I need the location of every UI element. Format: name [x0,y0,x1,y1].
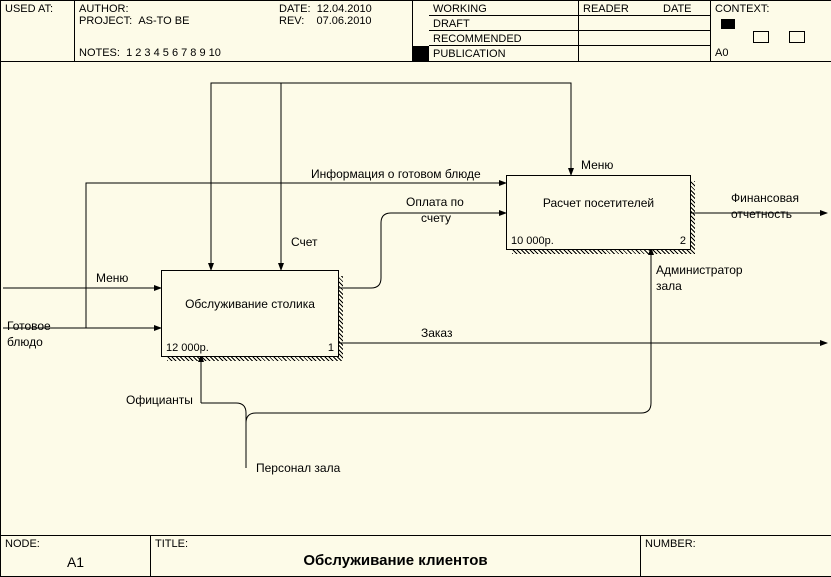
hdr-project-val: AS-TO BE [138,15,189,27]
ftr-title-cell: TITLE: Обслуживание клиентов [151,536,641,576]
hdr-rev-val: 07.06.2010 [317,15,372,27]
pub-marker [413,46,429,61]
hdr-date: DATE: [279,3,311,15]
lbl-gotovoe: Готовое [7,319,51,333]
diagram-area: Обслуживание столика 12 000р. 1 Расчет п… [1,63,831,534]
hdr-author: AUTHOR: [79,3,129,15]
ctx-box1 [753,31,769,43]
box1-title: Обслуживание столика [162,271,338,311]
lbl-menu1: Меню [96,271,128,285]
hdr-publication: PUBLICATION [429,46,579,61]
lbl-admin2: зала [656,279,682,293]
lbl-zakaz: Заказ [421,326,452,340]
ftr-title: TITLE: [155,538,188,550]
lbl-oplata2: счету [421,211,451,225]
arrows [1,63,831,536]
box2: Расчет посетителей 10 000р. 2 [506,175,691,250]
ftr-node-val: A1 [5,554,146,570]
hdr-context: CONTEXT: [715,3,769,15]
hdr-notes-val: 1 2 3 4 5 6 7 8 9 10 [126,47,221,59]
lbl-personal: Персонал зала [256,461,340,475]
lbl-info: Информация о готовом блюде [311,167,481,181]
lbl-admin1: Администратор [656,263,743,277]
lbl-fin1: Финансовая [731,191,799,205]
lbl-schet: Счет [291,235,318,249]
hdr-rdate: DATE [659,1,711,16]
lbl-menu2: Меню [581,158,613,172]
box2-num: 2 [680,235,686,247]
ftr-title-val: Обслуживание клиентов [155,552,636,569]
lbl-blyudo: блюдо [7,335,43,349]
ctx-filled [721,19,735,29]
ftr-node-cell: NODE: A1 [1,536,151,576]
hdr-date-val: 12.04.2010 [317,3,372,15]
box1: Обслуживание столика 12 000р. 1 [161,270,339,357]
lbl-fin2: отчетность [731,207,792,221]
ftr-number: NUMBER: [641,536,831,576]
box2-title: Расчет посетителей [507,176,690,210]
hdr-reader: READER [579,1,659,16]
box2-cost: 10 000р. [511,235,554,247]
hdr-draft: DRAFT [429,16,579,31]
ctx-box2 [789,31,805,43]
hdr-notes: NOTES: [79,47,120,59]
hdr-recommended: RECOMMENDED [429,31,579,46]
box1-cost: 12 000р. [166,342,209,354]
hdr-ctx: A0 [715,47,728,59]
lbl-ofic: Официанты [126,393,193,407]
ftr-node: NODE: [5,538,40,550]
lbl-oplata1: Оплата по [406,195,464,209]
hdr-working: WORKING [429,1,579,16]
hdr-project: PROJECT: [79,15,132,27]
hdr-used-at: USED AT: [1,1,75,61]
hdr-rev: REV: [279,15,304,27]
box1-num: 1 [328,342,334,354]
